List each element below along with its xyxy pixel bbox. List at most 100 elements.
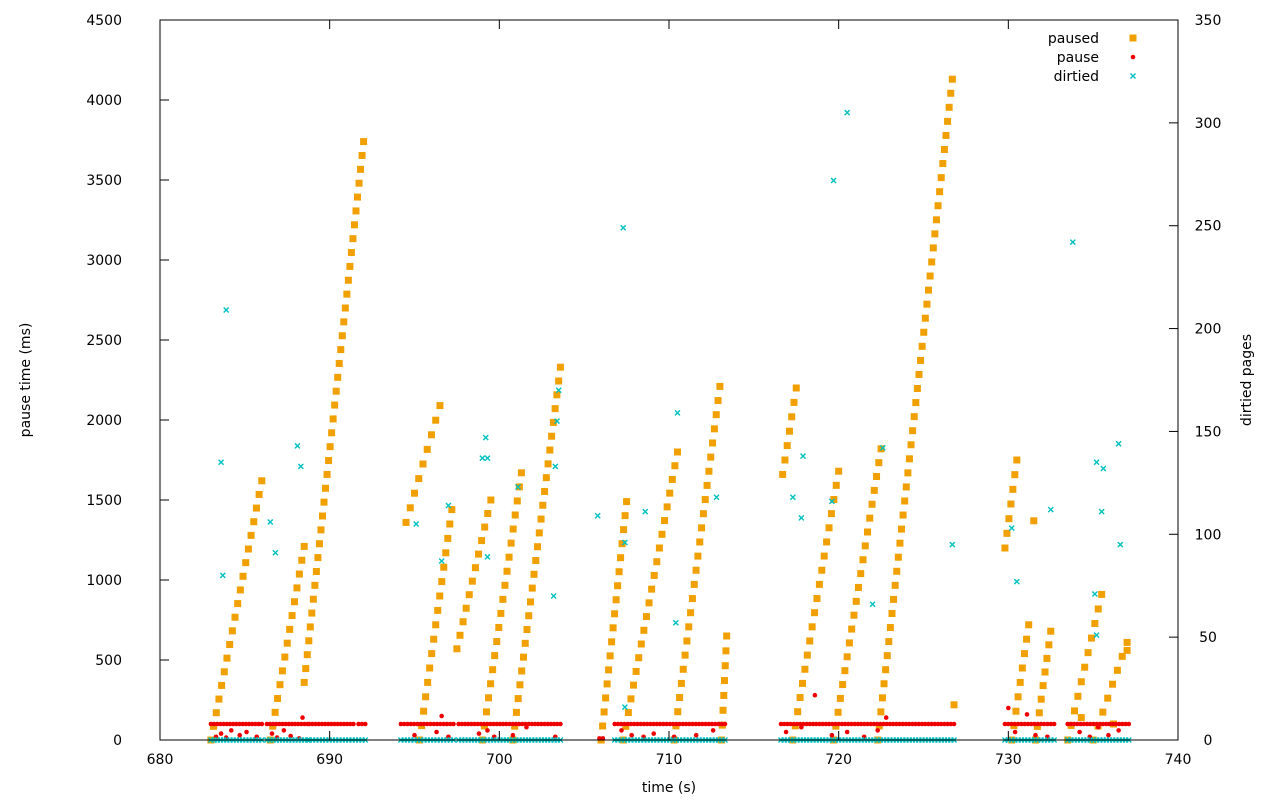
paused-point xyxy=(519,653,527,661)
pause-point xyxy=(469,721,474,727)
paused-point xyxy=(934,202,942,210)
legend-label-paused: paused xyxy=(1048,31,1099,47)
paused-point xyxy=(555,377,563,385)
pause-point xyxy=(408,721,414,727)
paused-point xyxy=(549,418,557,426)
dirtied-point xyxy=(621,539,628,546)
pause-point xyxy=(332,721,337,727)
paused-point xyxy=(945,103,953,111)
paused-point xyxy=(402,518,410,526)
paused-point xyxy=(303,651,311,659)
paused-point xyxy=(799,679,807,687)
paused-point xyxy=(722,647,730,655)
pause-point xyxy=(1048,721,1054,727)
paused-point xyxy=(541,487,549,495)
pause-point xyxy=(319,721,325,727)
x-tick-label: 700 xyxy=(486,752,513,768)
paused-point xyxy=(603,680,611,688)
paused-point xyxy=(305,637,313,645)
paused-point xyxy=(236,586,244,594)
paused-point xyxy=(311,581,319,589)
paused-point xyxy=(899,511,907,519)
paused-point xyxy=(923,300,931,308)
paused-point xyxy=(515,483,523,491)
pause-point xyxy=(1032,721,1037,727)
paused-point xyxy=(1123,638,1131,646)
pause-point xyxy=(622,721,627,727)
paused-point xyxy=(890,595,898,603)
paused-point xyxy=(602,694,610,702)
legend-marker-paused xyxy=(1129,34,1137,42)
pause-point xyxy=(484,721,490,727)
pause-point xyxy=(696,721,702,727)
paused-point xyxy=(896,539,904,547)
dirtied-point xyxy=(515,483,521,490)
paused-point xyxy=(627,695,635,703)
pause-point xyxy=(1024,712,1030,717)
paused-point xyxy=(645,599,653,607)
series-pause xyxy=(208,692,1132,741)
paused-point xyxy=(835,467,843,475)
pause-point xyxy=(910,721,915,727)
paused-point xyxy=(720,691,728,699)
dirtied-point xyxy=(1069,239,1076,246)
paused-point xyxy=(481,523,489,531)
pause-point xyxy=(1071,721,1077,727)
pause-point xyxy=(322,721,328,727)
paused-point xyxy=(283,639,291,647)
pause-point xyxy=(359,721,365,727)
pause-point xyxy=(1051,721,1057,727)
legend-marker-dirtied xyxy=(1130,73,1136,79)
paused-point xyxy=(226,641,234,649)
pause-point xyxy=(1084,721,1090,727)
pause-point xyxy=(1077,729,1082,735)
dirtied-point xyxy=(828,498,835,505)
pause-point xyxy=(310,721,315,727)
pause-point xyxy=(325,721,331,727)
paused-point xyxy=(611,610,619,618)
paused-point xyxy=(516,681,524,689)
pause-point xyxy=(438,721,443,727)
y-tick-label: 2500 xyxy=(86,333,122,349)
pause-point xyxy=(791,721,797,727)
paused-point xyxy=(1104,694,1112,702)
paused-point xyxy=(1013,456,1021,464)
paused-point xyxy=(1113,666,1121,674)
paused-point xyxy=(878,694,886,702)
pause-point xyxy=(246,721,252,727)
pause-point xyxy=(307,721,312,727)
pause-point xyxy=(259,721,265,727)
pause-point xyxy=(878,721,883,727)
paused-point xyxy=(910,413,918,421)
paused-point xyxy=(442,549,450,557)
paused-point xyxy=(811,609,819,617)
paused-point xyxy=(785,427,793,435)
y2-tick-label: 150 xyxy=(1195,424,1222,440)
dirtied-point xyxy=(1047,506,1054,513)
pause-point xyxy=(478,721,484,727)
paused-point xyxy=(696,538,704,546)
paused-point xyxy=(354,193,362,201)
pause-point xyxy=(719,721,725,727)
paused-point xyxy=(687,609,695,617)
paused-point xyxy=(606,652,614,660)
pause-point xyxy=(945,721,950,727)
pause-point xyxy=(833,721,838,727)
pause-point xyxy=(1068,721,1074,727)
dirtied-point xyxy=(413,521,420,527)
pause-point xyxy=(900,721,906,727)
paused-point xyxy=(864,528,872,536)
pause-point xyxy=(785,721,790,727)
y-tick-label: 500 xyxy=(95,653,122,669)
pause-point xyxy=(871,721,877,727)
paused-point xyxy=(406,504,414,512)
pause-point xyxy=(405,721,410,727)
pause-point xyxy=(884,721,890,727)
paused-point xyxy=(1123,646,1131,654)
paused-point xyxy=(250,518,258,526)
dirtied-point xyxy=(620,224,627,231)
pause-point xyxy=(836,721,841,727)
paused-point xyxy=(501,581,509,589)
pause-point xyxy=(683,721,689,727)
dirtied-point xyxy=(879,444,886,451)
